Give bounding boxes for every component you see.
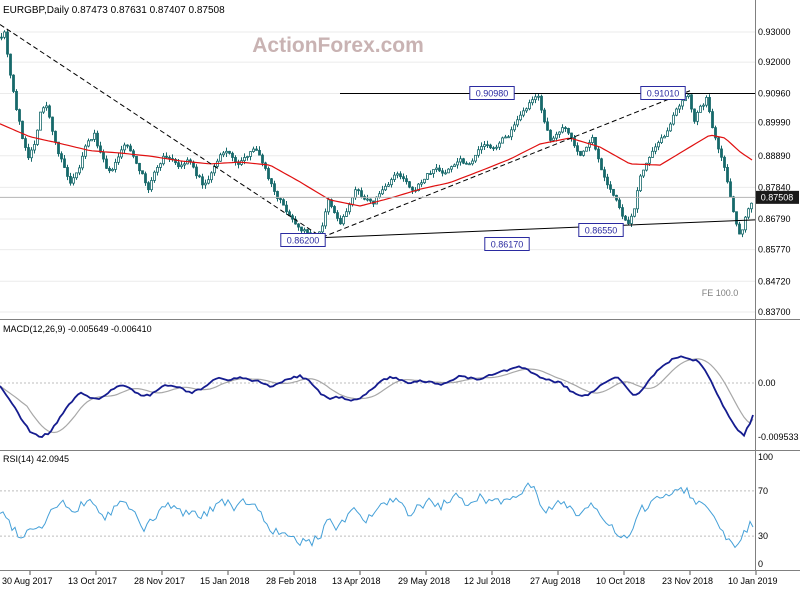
macd-axis-label: 0.00: [758, 378, 776, 388]
fib-extension-label: FE 100.0: [702, 288, 739, 298]
current-price-value: 0.87508: [761, 192, 794, 202]
price-axis-label: 0.92000: [758, 57, 791, 67]
price-axis-label: 0.83700: [758, 307, 791, 317]
price-annotation: 0.86200: [287, 236, 320, 246]
date-label: 28 Nov 2017: [134, 576, 185, 586]
date-label: 13 Oct 2017: [68, 576, 117, 586]
date-label: 12 Jul 2018: [464, 576, 511, 586]
macd-label: MACD(12,26,9) -0.005649 -0.006410: [3, 324, 152, 334]
price-annotation: 0.86170: [491, 240, 524, 250]
price-annotations: 0.90980 0.91010 0.86200 0.86550 0.86170: [280, 86, 686, 251]
date-label: 10 Jan 2019: [728, 576, 778, 586]
date-label: 30 Aug 2017: [2, 576, 53, 586]
price-axis-label: 0.85770: [758, 245, 791, 255]
date-label: 10 Oct 2018: [596, 576, 645, 586]
rsi-axis-label: 100: [758, 452, 773, 462]
price-axis[interactable]: 0.93000 0.92000 0.90960 0.89990 0.88890 0.878…: [756, 27, 799, 317]
price-annotation-box: [469, 86, 515, 100]
support-trendline[interactable]: [315, 219, 756, 239]
price-annotation: 0.91010: [647, 89, 680, 99]
date-label: 27 Aug 2018: [530, 576, 581, 586]
price-axis-label: 0.88890: [758, 151, 791, 161]
price-annotation-box: [280, 233, 326, 247]
current-price-marker: [756, 190, 799, 204]
rsi-axis-label: 30: [758, 531, 768, 541]
candlestick-series[interactable]: [0, 29, 753, 242]
trendlines-and-levels[interactable]: [0, 24, 756, 239]
price-annotation-box: [640, 86, 686, 100]
date-label: 29 May 2018: [398, 576, 450, 586]
date-label: 28 Feb 2018: [266, 576, 317, 586]
moving-average-line: [0, 123, 753, 207]
date-label: 23 Nov 2018: [662, 576, 713, 586]
price-axis-label: 0.84720: [758, 276, 791, 286]
price-axis-label: 0.89990: [758, 118, 791, 128]
date-axis[interactable]: 30 Aug 2017 13 Oct 2017 28 Nov 2017 15 Jan …: [2, 570, 778, 587]
rsi-axis-label: 70: [758, 486, 768, 496]
price-annotation-box: [578, 223, 624, 237]
price-axis-label: 0.86790: [758, 214, 791, 224]
chart-title: EURGBP,Daily 0.87473 0.87631 0.87407 0.8…: [3, 5, 225, 16]
falling-trendline[interactable]: [0, 24, 323, 238]
price-axis-label: 0.90960: [758, 88, 791, 98]
price-axis-label: 0.87840: [758, 182, 791, 192]
rsi-label: RSI(14) 42.0945: [3, 454, 69, 464]
macd-series: [0, 355, 754, 438]
rsi-axis-label: 0: [758, 559, 763, 569]
date-label: 15 Jan 2018: [200, 576, 250, 586]
watermark: ActionForex.com: [252, 34, 424, 57]
date-label: 13 Apr 2018: [332, 576, 381, 586]
rsi-series: [0, 482, 754, 549]
price-axis-label: 0.93000: [758, 27, 791, 37]
price-annotation: 0.86550: [585, 226, 618, 236]
price-annotation: 0.90980: [476, 89, 509, 99]
rising-trendline[interactable]: [321, 90, 691, 238]
indicator-axis: 0.00 -0.009533 100 70 30 0: [758, 378, 799, 569]
price-annotation-box: [484, 237, 530, 251]
macd-axis-label: -0.009533: [758, 432, 799, 442]
